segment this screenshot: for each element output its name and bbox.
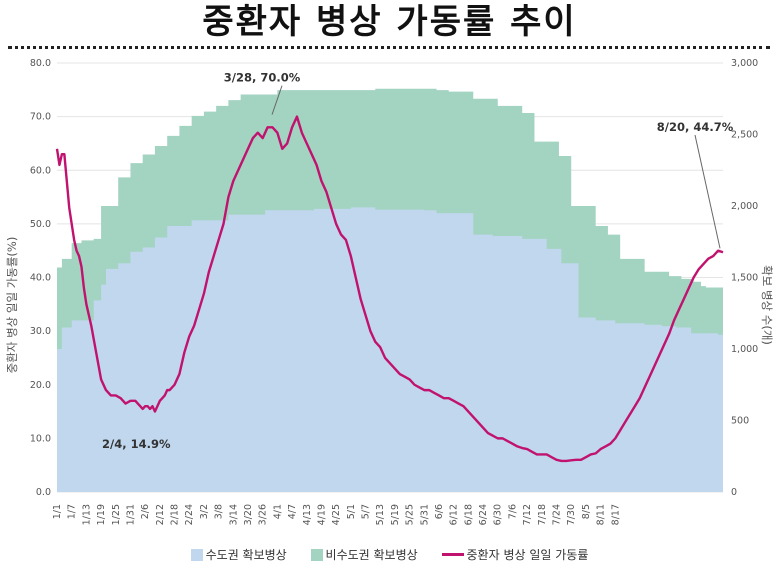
y-axis-right-title: 확보 병상 수(개): [760, 265, 774, 345]
occupancy-line: [55, 115, 724, 463]
x-tick-label: 5/1: [346, 504, 357, 519]
x-tick-label: 2/12: [155, 504, 166, 525]
legend-label-metro: 수도권 확보병상: [205, 548, 287, 562]
x-tick-label: 4/25: [331, 504, 342, 525]
area-metro-beds: [57, 207, 723, 492]
y-axis-left-title: 중환자 병상 일일 가동률(%): [5, 237, 19, 374]
y2-tick-label: 3,000: [731, 58, 758, 69]
y2-tick-label: 0: [731, 487, 737, 498]
x-tick-label: 1/1: [52, 504, 63, 519]
y-tick-label: 10.0: [30, 433, 51, 444]
annotation-latest: 8/20, 44.7%: [657, 120, 734, 134]
x-tick-label: 1/31: [125, 504, 136, 525]
x-tick-label: 1/19: [96, 504, 107, 525]
x-tick-label: 8/5: [581, 504, 592, 519]
x-tick-label: 7/6: [507, 504, 518, 519]
y-tick-label: 70.0: [30, 112, 51, 123]
x-tick-label: 2/6: [140, 504, 151, 519]
x-tick-label: 1/13: [81, 504, 92, 525]
annotations: 2/4, 14.9% 3/28, 70.0% 8/20, 44.7%: [102, 71, 734, 451]
legend-label-occupancy: 중환자 병상 일일 가동률: [466, 548, 589, 562]
legend-item-metro-beds: 수도권 확보병상: [190, 546, 287, 563]
x-tick-label: 6/12: [449, 504, 460, 525]
y-tick-label: 80.0: [30, 58, 51, 69]
chart-title: 중환자 병상 가동률 추이: [202, 2, 577, 42]
annotation-min: 2/4, 14.9%: [102, 437, 171, 451]
y2-tick-label: 2,500: [731, 130, 758, 141]
y2-tick-label: 500: [731, 416, 749, 427]
x-tick-label: 6/6: [434, 504, 445, 519]
x-tick-label: 7/24: [552, 504, 563, 525]
legend-label-nonmetro: 비수도권 확보병상: [325, 548, 418, 562]
x-tick-label: 3/14: [228, 504, 239, 525]
x-axis-ticks: 1/1 1/7 1/13 1/19 1/25 1/31 2/6 2/12 2/18 2/24 3/2…: [52, 504, 621, 525]
x-tick-label: 8/11: [596, 504, 607, 525]
line-series: [55, 115, 724, 463]
x-tick-label: 7/18: [537, 504, 548, 525]
x-tick-label: 5/25: [405, 504, 416, 525]
x-tick-label: 4/19: [316, 504, 327, 525]
y-tick-label: 60.0: [30, 165, 51, 176]
y2-tick-label: 1,500: [731, 273, 758, 284]
x-tick-label: 4/7: [287, 504, 298, 519]
x-tick-label: 5/19: [390, 504, 401, 525]
x-tick-label: 7/30: [566, 504, 577, 525]
annotation-peak-leader: [271, 85, 283, 115]
x-tick-label: 4/1: [272, 504, 283, 519]
x-tick-label: 1/25: [111, 504, 122, 525]
y-axis-right-ticks: 0 500 1,000 1,500 2,000 2,500 3,000: [731, 58, 758, 498]
annotation-peak: 3/28, 70.0%: [224, 71, 301, 85]
legend-item-nonmetro-beds: 비수도권 확보병상: [310, 546, 418, 563]
x-tick-label: 3/8: [214, 504, 225, 519]
legend-swatch-metro: [190, 549, 203, 561]
y-tick-label: 50.0: [30, 219, 51, 230]
x-tick-label: 1/7: [67, 504, 78, 519]
x-tick-label: 7/12: [522, 504, 533, 525]
y-tick-label: 20.0: [30, 380, 51, 391]
area-series: [57, 88, 723, 493]
legend-item-occupancy: 중환자 병상 일일 가동률: [441, 546, 589, 563]
x-tick-label: 8/17: [610, 504, 621, 525]
x-tick-label: 5/13: [375, 504, 386, 525]
x-tick-label: 2/18: [170, 504, 181, 525]
legend-swatch-nonmetro: [310, 549, 323, 561]
y-tick-label: 40.0: [30, 273, 51, 284]
x-tick-label: 3/20: [243, 504, 254, 525]
x-tick-label: 2/24: [184, 504, 195, 525]
annotation-latest-leader: [694, 134, 721, 249]
y-tick-label: 0.0: [36, 487, 51, 498]
y-tick-label: 30.0: [30, 326, 51, 337]
x-tick-label: 6/24: [478, 504, 489, 525]
x-tick-label: 3/2: [199, 504, 210, 519]
y2-tick-label: 2,000: [731, 201, 758, 212]
y-axis-left-ticks: 0.0 10.0 20.0 30.0 40.0 50.0 60.0 70.0 80.0: [30, 58, 51, 498]
legend: 수도권 확보병상 비수도권 확보병상 중환자 병상 일일 가동률: [0, 546, 779, 563]
x-tick-label: 5/31: [419, 504, 430, 525]
x-tick-label: 6/18: [463, 504, 474, 525]
x-tick-label: 6/30: [493, 504, 504, 525]
title-divider: [8, 46, 770, 49]
legend-swatch-occupancy: [441, 553, 464, 556]
y2-tick-label: 1,000: [731, 344, 758, 355]
x-tick-label: 4/13: [302, 504, 313, 525]
x-tick-label: 3/26: [258, 504, 269, 525]
x-tick-label: 5/7: [361, 504, 372, 519]
